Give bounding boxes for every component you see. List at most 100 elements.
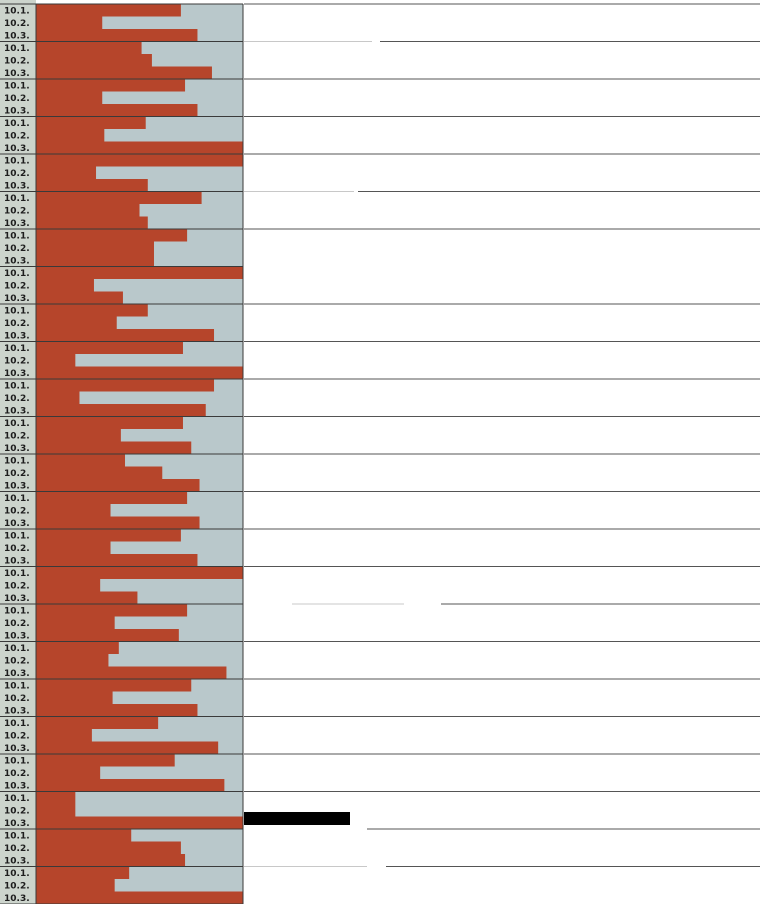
bar — [36, 741, 219, 754]
row-tick-label: 10.2. — [4, 807, 30, 817]
black-redaction-block — [244, 812, 350, 825]
bar — [36, 616, 115, 629]
bar — [36, 716, 159, 729]
bar — [36, 116, 146, 129]
bar — [36, 579, 101, 592]
bar — [36, 266, 243, 279]
row-tick-label: 10.3. — [4, 294, 30, 304]
bar — [36, 4, 181, 17]
row-tick-label: 10.3. — [4, 894, 30, 904]
row-tick-label: 10.3. — [4, 107, 30, 117]
bar — [36, 591, 138, 604]
row-tick-label: 10.2. — [4, 657, 30, 667]
row-tick-label: 10.1. — [4, 719, 30, 729]
row-tick-label: 10.1. — [4, 682, 30, 692]
bar — [36, 829, 132, 842]
row-tick-label: 10.1. — [4, 457, 30, 467]
bar — [36, 241, 154, 254]
bar — [36, 141, 243, 154]
bar — [36, 366, 243, 379]
bar — [36, 404, 206, 417]
row-tick-label: 10.2. — [4, 544, 30, 554]
bar — [36, 791, 76, 804]
row-tick-label: 10.3. — [4, 32, 30, 42]
row-tick-label: 10.1. — [4, 7, 30, 17]
row-tick-label: 10.1. — [4, 832, 30, 842]
row-tick-label: 10.2. — [4, 169, 30, 179]
row-tick-label: 10.1. — [4, 157, 30, 167]
row-tick-label: 10.1. — [4, 569, 30, 579]
bar — [36, 229, 188, 242]
row-tick-label: 10.2. — [4, 19, 30, 29]
bar — [36, 466, 163, 479]
row-tick-label: 10.2. — [4, 282, 30, 292]
row-tick-label: 10.1. — [4, 307, 30, 317]
bar — [36, 479, 200, 492]
bar — [36, 666, 227, 679]
bar — [36, 104, 198, 117]
bar — [36, 891, 243, 904]
row-tick-label: 10.3. — [4, 482, 30, 492]
bar — [36, 754, 175, 767]
row-tick-label: 10.1. — [4, 194, 30, 204]
bar — [36, 341, 183, 354]
bar — [36, 804, 76, 817]
row-tick-label: 10.1. — [4, 344, 30, 354]
row-tick-label: 10.1. — [4, 494, 30, 504]
row-tick-label: 10.1. — [4, 82, 30, 92]
row-tick-label: 10.1. — [4, 269, 30, 279]
bar — [36, 541, 111, 554]
row-tick-label: 10.2. — [4, 57, 30, 67]
row-tick-label: 10.2. — [4, 132, 30, 142]
row-tick-label: 10.1. — [4, 119, 30, 129]
bar — [36, 154, 243, 167]
row-tick-label: 10.3. — [4, 519, 30, 529]
bar — [36, 41, 142, 54]
row-tick-label: 10.2. — [4, 769, 30, 779]
bar — [36, 654, 109, 667]
bar — [36, 29, 198, 42]
bar — [36, 866, 130, 879]
row-tick-label: 10.1. — [4, 44, 30, 54]
row-tick-label: 10.1. — [4, 757, 30, 767]
row-tick-label: 10.3. — [4, 257, 30, 267]
row-tick-label: 10.1. — [4, 419, 30, 429]
bar — [36, 816, 243, 829]
row-tick-label: 10.2. — [4, 357, 30, 367]
bar — [36, 304, 148, 317]
bar — [36, 454, 126, 467]
row-tick-label: 10.3. — [4, 669, 30, 679]
bar — [36, 179, 148, 192]
bar — [36, 679, 192, 692]
bar — [36, 191, 202, 204]
row-tick-label: 10.3. — [4, 219, 30, 229]
row-tick-label: 10.2. — [4, 94, 30, 104]
row-tick-label: 10.1. — [4, 644, 30, 654]
bar — [36, 329, 215, 342]
row-tick-label: 10.2. — [4, 619, 30, 629]
bar — [36, 641, 119, 654]
row-tick-label: 10.2. — [4, 582, 30, 592]
row-tick-label: 10.1. — [4, 869, 30, 879]
bar — [36, 354, 76, 367]
bar — [36, 491, 188, 504]
bar — [36, 379, 215, 392]
row-tick-label: 10.2. — [4, 432, 30, 442]
row-tick-label: 10.2. — [4, 844, 30, 854]
bar — [36, 391, 80, 404]
row-tick-label: 10.3. — [4, 144, 30, 154]
row-tick-label: 10.3. — [4, 857, 30, 867]
row-tick-label: 10.2. — [4, 207, 30, 217]
bar — [36, 516, 200, 529]
row-tick-label: 10.3. — [4, 594, 30, 604]
row-tick-label: 10.1. — [4, 607, 30, 617]
row-tick-label: 10.3. — [4, 69, 30, 79]
bar — [36, 166, 97, 179]
label-column — [0, 0, 36, 904]
bar — [36, 704, 198, 717]
bar — [36, 54, 152, 67]
row-tick-label: 10.3. — [4, 182, 30, 192]
bar — [36, 879, 115, 892]
bar — [36, 316, 117, 329]
